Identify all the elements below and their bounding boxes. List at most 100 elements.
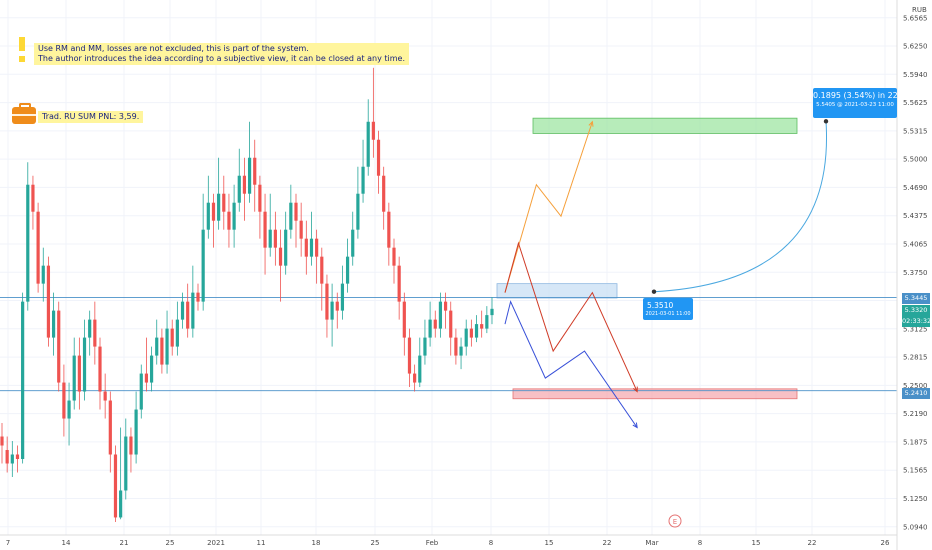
candle[interactable] bbox=[67, 382, 71, 446]
candle[interactable] bbox=[371, 67, 375, 158]
candle[interactable] bbox=[155, 319, 159, 365]
candle[interactable] bbox=[294, 193, 298, 248]
candle[interactable] bbox=[21, 292, 25, 464]
candle[interactable] bbox=[129, 427, 133, 473]
candle[interactable] bbox=[196, 283, 200, 311]
candle[interactable] bbox=[454, 328, 458, 365]
candle[interactable] bbox=[351, 211, 355, 266]
candle[interactable] bbox=[402, 292, 406, 356]
candle[interactable] bbox=[284, 211, 288, 275]
candle[interactable] bbox=[103, 373, 107, 419]
candle[interactable] bbox=[289, 184, 293, 239]
candle[interactable] bbox=[263, 193, 267, 275]
candle[interactable] bbox=[413, 364, 417, 392]
price-axis[interactable]: 5.6565 5.6250 5.5940 5.5625 5.5315 5.5000 5.46… bbox=[903, 14, 928, 531]
candle[interactable] bbox=[180, 292, 185, 329]
pnl-note[interactable]: Trad. RU SUM PNL: 3,59. bbox=[38, 111, 144, 123]
candle[interactable] bbox=[315, 229, 319, 284]
candle[interactable] bbox=[144, 337, 149, 392]
candle[interactable] bbox=[5, 436, 9, 473]
candle[interactable] bbox=[464, 319, 468, 356]
candle[interactable] bbox=[325, 274, 329, 338]
candle[interactable] bbox=[108, 391, 112, 473]
candle[interactable] bbox=[397, 256, 401, 320]
candle[interactable] bbox=[392, 238, 396, 284]
candle[interactable] bbox=[232, 184, 236, 248]
candle[interactable] bbox=[36, 202, 40, 293]
candle[interactable] bbox=[309, 211, 314, 266]
candle[interactable] bbox=[268, 193, 272, 257]
candle[interactable] bbox=[15, 445, 20, 473]
start-callout[interactable]: 5.3510 2021-03-01 11:00 bbox=[643, 298, 693, 320]
candle[interactable] bbox=[26, 162, 30, 311]
candle[interactable] bbox=[242, 157, 247, 221]
candle[interactable] bbox=[211, 193, 216, 248]
earnings-marker[interactable] bbox=[668, 514, 682, 528]
candle[interactable] bbox=[186, 283, 190, 338]
candle[interactable] bbox=[41, 247, 45, 302]
candle[interactable] bbox=[247, 121, 252, 203]
candle[interactable] bbox=[273, 211, 277, 266]
candle[interactable] bbox=[345, 238, 350, 293]
candle[interactable] bbox=[459, 337, 463, 370]
candle[interactable] bbox=[304, 220, 308, 275]
candle[interactable] bbox=[72, 337, 76, 410]
candle[interactable] bbox=[113, 445, 118, 522]
candle[interactable] bbox=[480, 310, 484, 338]
candle[interactable] bbox=[474, 315, 479, 343]
candle[interactable] bbox=[82, 319, 87, 401]
candle[interactable] bbox=[175, 301, 179, 356]
candle[interactable] bbox=[165, 310, 169, 374]
candle[interactable] bbox=[428, 301, 432, 347]
projection-callout[interactable]: 0.1895 (3.54%) in 22d 5.5405 @ 2021-03-2… bbox=[813, 88, 903, 118]
candle[interactable] bbox=[124, 418, 128, 500]
candle[interactable] bbox=[88, 310, 92, 356]
candle[interactable] bbox=[356, 166, 360, 239]
candle[interactable] bbox=[418, 337, 422, 388]
time-axis[interactable]: 7 14 21 25 2021 11 18 25 Feb 8 15 22 Mar 8 15 22 26 bbox=[6, 539, 890, 547]
candle[interactable] bbox=[217, 157, 221, 230]
candle[interactable] bbox=[449, 301, 453, 356]
candle[interactable] bbox=[237, 148, 241, 212]
candle[interactable] bbox=[160, 328, 164, 374]
candle[interactable] bbox=[320, 247, 324, 311]
candle[interactable] bbox=[206, 175, 210, 239]
candle[interactable] bbox=[330, 283, 334, 347]
candle[interactable] bbox=[366, 99, 370, 176]
candle[interactable] bbox=[443, 292, 448, 329]
candle[interactable] bbox=[278, 229, 283, 302]
candle[interactable] bbox=[77, 337, 81, 410]
system-note[interactable]: Use RM and MM, losses are not excluded, … bbox=[34, 43, 409, 65]
candle[interactable] bbox=[340, 265, 345, 320]
candle[interactable] bbox=[387, 202, 391, 266]
candle[interactable] bbox=[62, 364, 66, 437]
candle[interactable] bbox=[57, 301, 61, 392]
candle[interactable] bbox=[119, 427, 123, 520]
candle[interactable] bbox=[407, 328, 412, 388]
candle[interactable] bbox=[170, 319, 174, 356]
candle[interactable] bbox=[139, 364, 143, 419]
candle[interactable] bbox=[93, 301, 97, 365]
candle[interactable] bbox=[227, 193, 231, 248]
candle[interactable] bbox=[490, 297, 494, 325]
candle[interactable] bbox=[433, 310, 437, 338]
candle[interactable] bbox=[382, 166, 386, 230]
candle[interactable] bbox=[191, 265, 195, 338]
candles[interactable] bbox=[0, 67, 494, 522]
candle[interactable] bbox=[258, 175, 262, 239]
candle[interactable] bbox=[438, 292, 443, 338]
candle[interactable] bbox=[253, 139, 257, 212]
candle[interactable] bbox=[423, 319, 427, 365]
candle[interactable] bbox=[485, 306, 489, 334]
candle[interactable] bbox=[149, 346, 154, 392]
candle[interactable] bbox=[10, 441, 14, 477]
candle[interactable] bbox=[469, 319, 473, 347]
candle[interactable] bbox=[376, 130, 381, 194]
candle[interactable] bbox=[361, 139, 365, 203]
candle[interactable] bbox=[98, 337, 102, 410]
candle[interactable] bbox=[201, 193, 205, 311]
candle[interactable] bbox=[0, 423, 4, 464]
candle[interactable] bbox=[51, 292, 56, 356]
candle[interactable] bbox=[134, 391, 138, 464]
